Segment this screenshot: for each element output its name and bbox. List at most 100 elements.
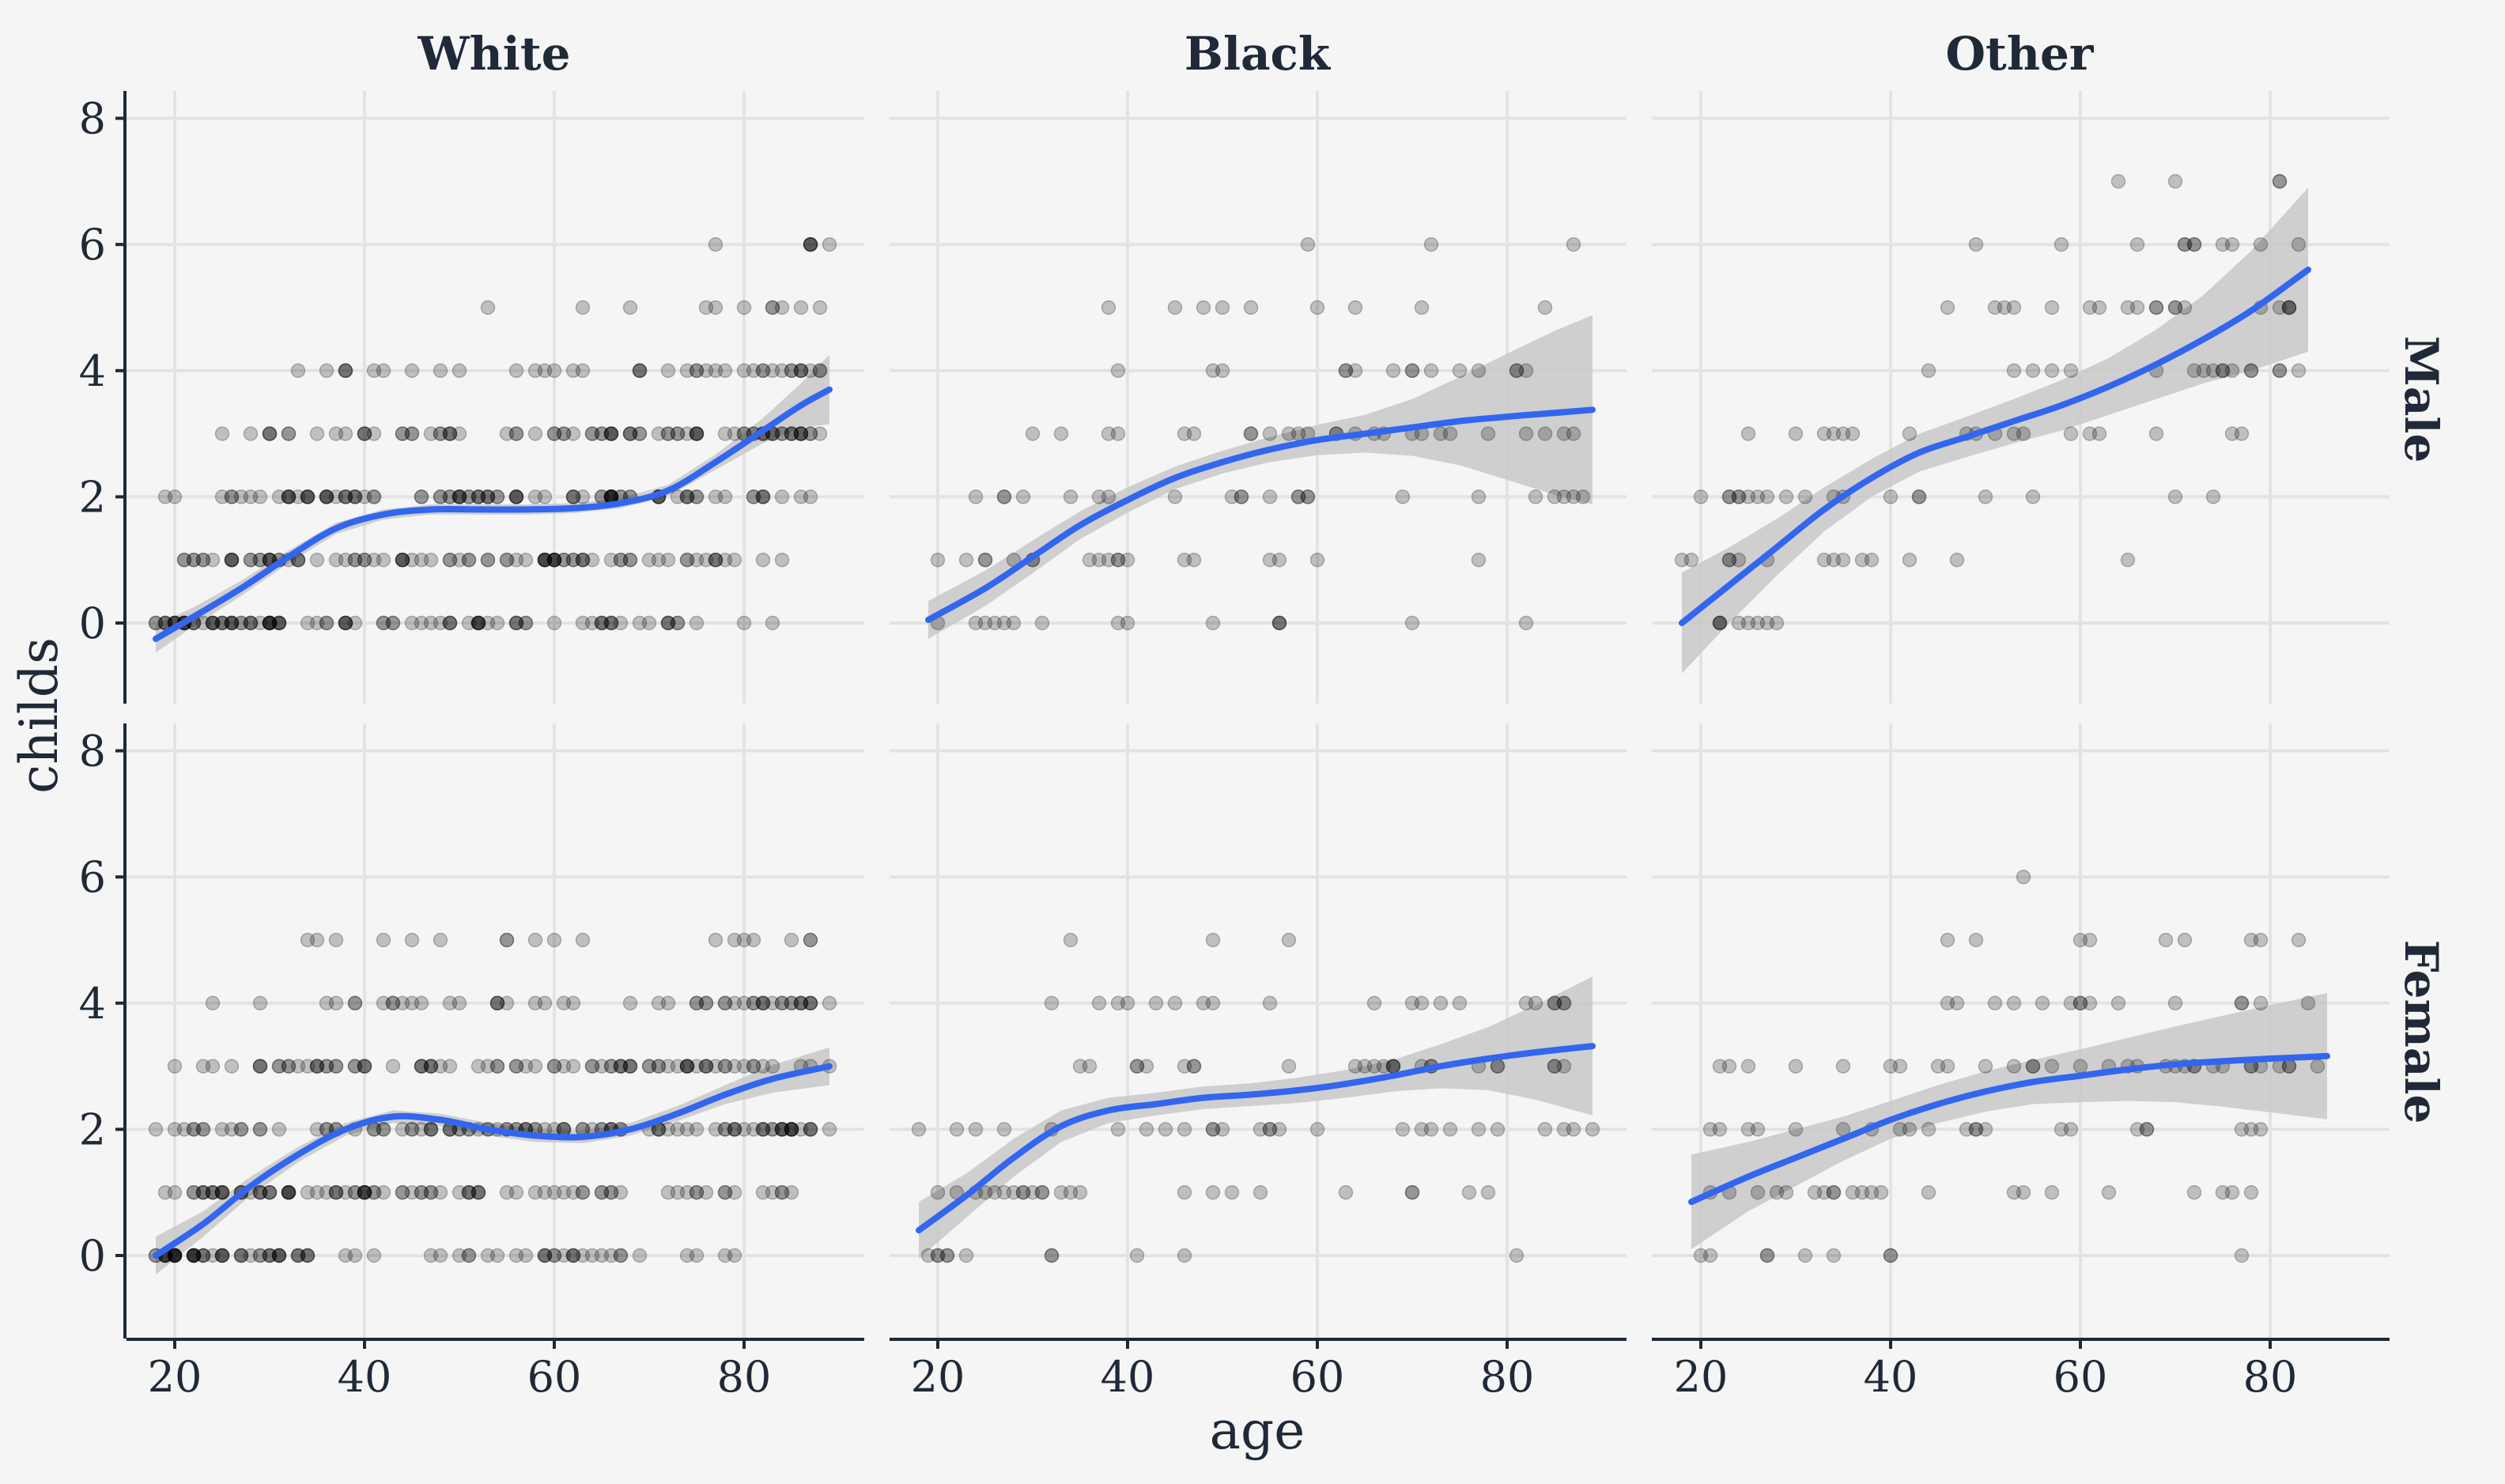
data-point bbox=[489, 1059, 505, 1074]
data-point bbox=[784, 1122, 799, 1137]
data-point bbox=[1740, 489, 1756, 504]
data-point bbox=[736, 363, 752, 379]
data-point bbox=[793, 426, 809, 441]
data-point bbox=[1693, 1248, 1709, 1263]
data-point bbox=[433, 615, 448, 631]
data-point bbox=[442, 426, 458, 441]
data-point bbox=[1129, 1059, 1145, 1074]
data-point bbox=[1234, 489, 1249, 504]
data-point bbox=[404, 1122, 420, 1137]
data-point bbox=[470, 615, 486, 631]
data-point bbox=[1205, 615, 1221, 631]
data-point bbox=[1414, 1122, 1430, 1137]
data-point bbox=[499, 552, 515, 568]
data-point bbox=[765, 615, 780, 631]
data-point bbox=[670, 1059, 686, 1074]
data-point bbox=[1759, 615, 1775, 631]
data-point bbox=[347, 552, 363, 568]
data-point bbox=[708, 1059, 724, 1074]
data-point bbox=[376, 615, 391, 631]
data-point bbox=[784, 995, 799, 1011]
data-point bbox=[489, 1248, 505, 1263]
data-point bbox=[262, 426, 278, 441]
confidence-band-white-male bbox=[156, 354, 829, 653]
data-point bbox=[470, 1184, 486, 1200]
data-point bbox=[243, 615, 259, 631]
data-point bbox=[499, 995, 515, 1011]
data-point bbox=[1826, 1184, 1842, 1200]
data-point bbox=[765, 300, 780, 315]
data-point bbox=[300, 489, 315, 504]
data-point bbox=[765, 1122, 780, 1137]
data-point bbox=[1120, 552, 1135, 568]
data-point bbox=[1148, 995, 1164, 1011]
data-point bbox=[508, 615, 524, 631]
data-point bbox=[603, 426, 619, 441]
data-point bbox=[803, 1122, 818, 1137]
data-point bbox=[774, 995, 790, 1011]
data-point bbox=[689, 995, 705, 1011]
data-point bbox=[911, 1122, 927, 1137]
data-point bbox=[328, 1059, 344, 1074]
data-point bbox=[1759, 489, 1775, 504]
data-point bbox=[1547, 1059, 1562, 1074]
data-point bbox=[281, 1184, 297, 1200]
data-point bbox=[1110, 615, 1126, 631]
data-point bbox=[660, 1184, 676, 1200]
data-point bbox=[508, 615, 524, 631]
data-point bbox=[328, 1184, 344, 1200]
data-point bbox=[328, 552, 344, 568]
data-point bbox=[224, 552, 240, 568]
data-point bbox=[224, 615, 240, 631]
data-point bbox=[1835, 426, 1851, 441]
data-point bbox=[1290, 489, 1306, 504]
data-point bbox=[679, 363, 695, 379]
data-point bbox=[1404, 615, 1420, 631]
data-point bbox=[1338, 363, 1354, 379]
data-point bbox=[698, 1184, 714, 1200]
data-point bbox=[2234, 995, 2250, 1011]
data-point bbox=[793, 426, 809, 441]
data-point bbox=[224, 1059, 240, 1074]
data-point bbox=[262, 1184, 278, 1200]
data-point bbox=[546, 552, 562, 568]
data-point bbox=[2281, 1059, 2297, 1074]
data-point bbox=[1731, 552, 1747, 568]
data-point bbox=[347, 552, 363, 568]
data-point bbox=[1044, 995, 1060, 1011]
data-point bbox=[537, 995, 553, 1011]
data-point bbox=[2291, 363, 2307, 379]
data-point bbox=[584, 426, 600, 441]
data-point bbox=[357, 426, 372, 441]
data-point bbox=[357, 1184, 372, 1200]
data-point bbox=[186, 1248, 202, 1263]
data-point bbox=[290, 1059, 306, 1074]
data-point bbox=[565, 489, 581, 504]
data-point bbox=[1404, 1184, 1420, 1200]
data-point bbox=[622, 426, 638, 441]
data-point bbox=[1949, 552, 1965, 568]
data-point bbox=[793, 363, 809, 379]
data-point bbox=[186, 1122, 202, 1137]
data-point bbox=[480, 1248, 496, 1263]
data-point bbox=[698, 1059, 714, 1074]
data-point bbox=[784, 363, 799, 379]
data-point bbox=[565, 1248, 581, 1263]
data-point bbox=[1347, 300, 1363, 315]
data-point bbox=[575, 552, 591, 568]
data-point bbox=[632, 615, 648, 631]
data-point bbox=[233, 1248, 249, 1263]
data-point bbox=[2006, 1059, 2022, 1074]
data-point bbox=[224, 615, 240, 631]
data-point bbox=[309, 552, 325, 568]
data-point bbox=[452, 363, 467, 379]
data-point bbox=[1518, 426, 1534, 441]
data-point bbox=[1480, 1184, 1496, 1200]
data-point bbox=[575, 489, 591, 504]
data-point bbox=[1759, 1248, 1775, 1263]
data-point bbox=[508, 552, 524, 568]
data-point bbox=[1205, 932, 1221, 948]
data-point bbox=[1300, 489, 1316, 504]
data-point bbox=[338, 1248, 353, 1263]
data-point bbox=[309, 1059, 325, 1074]
